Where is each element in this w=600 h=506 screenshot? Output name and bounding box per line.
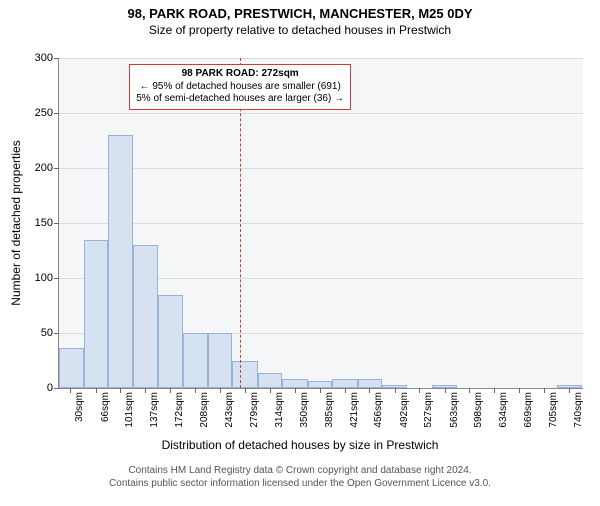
annotation-line1: ← 95% of detached houses are smaller (69… — [136, 81, 344, 94]
x-tick-label: 137sqm — [149, 392, 160, 428]
footer-attribution: Contains HM Land Registry data © Crown c… — [0, 464, 600, 490]
histogram-bar — [332, 379, 357, 388]
histogram-bar — [84, 240, 109, 389]
chart-title: 98, PARK ROAD, PRESTWICH, MANCHESTER, M2… — [0, 6, 600, 21]
x-tick-mark — [270, 388, 271, 393]
x-tick-label: 705sqm — [548, 392, 559, 428]
x-tick-label: 172sqm — [174, 392, 185, 428]
x-tick-label: 66sqm — [100, 392, 111, 422]
x-tick-label: 350sqm — [299, 392, 310, 428]
gridline — [59, 113, 583, 114]
footer-line1: Contains HM Land Registry data © Crown c… — [0, 464, 600, 477]
y-tick-label: 200 — [35, 162, 59, 174]
x-axis-label: Distribution of detached houses by size … — [0, 438, 600, 452]
histogram-bar — [59, 348, 84, 388]
x-tick-mark — [395, 388, 396, 393]
x-tick-mark — [170, 388, 171, 393]
x-tick-label: 208sqm — [199, 392, 210, 428]
annotation-box: 98 PARK ROAD: 272sqm← 95% of detached ho… — [129, 64, 351, 110]
histogram-bar — [158, 295, 183, 389]
x-tick-label: 598sqm — [473, 392, 484, 428]
footer-line2: Contains public sector information licen… — [0, 477, 600, 490]
histogram-bar — [232, 361, 257, 389]
x-tick-mark — [494, 388, 495, 393]
x-tick-mark — [145, 388, 146, 393]
x-tick-label: 527sqm — [423, 392, 434, 428]
y-tick-label: 50 — [41, 327, 59, 339]
y-tick-label: 0 — [47, 382, 59, 394]
annotation-title: 98 PARK ROAD: 272sqm — [136, 68, 344, 81]
histogram-bar — [282, 379, 307, 388]
x-tick-label: 634sqm — [498, 392, 509, 428]
x-tick-label: 314sqm — [274, 392, 285, 428]
plot-area: 05010015020025030030sqm66sqm101sqm137sqm… — [58, 58, 583, 389]
y-tick-label: 250 — [35, 107, 59, 119]
x-tick-mark — [320, 388, 321, 393]
x-tick-label: 30sqm — [74, 392, 85, 422]
x-tick-label: 385sqm — [324, 392, 335, 428]
x-tick-mark — [544, 388, 545, 393]
x-tick-label: 243sqm — [224, 392, 235, 428]
x-tick-label: 456sqm — [373, 392, 384, 428]
x-tick-label: 101sqm — [124, 392, 135, 428]
histogram-bar — [108, 135, 133, 388]
x-tick-mark — [369, 388, 370, 393]
x-tick-mark — [445, 388, 446, 393]
x-tick-mark — [519, 388, 520, 393]
x-tick-label: 563sqm — [449, 392, 460, 428]
histogram-bar — [308, 381, 333, 388]
x-tick-mark — [569, 388, 570, 393]
x-tick-mark — [245, 388, 246, 393]
gridline — [59, 168, 583, 169]
x-tick-mark — [120, 388, 121, 393]
chart-container: 98, PARK ROAD, PRESTWICH, MANCHESTER, M2… — [0, 6, 600, 506]
annotation-line2: 5% of semi-detached houses are larger (3… — [136, 93, 344, 106]
x-tick-mark — [220, 388, 221, 393]
x-tick-mark — [419, 388, 420, 393]
x-tick-label: 492sqm — [399, 392, 410, 428]
gridline — [59, 223, 583, 224]
histogram-bar — [358, 379, 383, 388]
x-tick-label: 279sqm — [249, 392, 260, 428]
histogram-bar — [258, 373, 283, 388]
histogram-bar — [133, 245, 158, 388]
y-axis-label: Number of detached properties — [9, 140, 23, 305]
x-tick-mark — [345, 388, 346, 393]
x-tick-mark — [295, 388, 296, 393]
x-tick-mark — [96, 388, 97, 393]
y-tick-label: 150 — [35, 217, 59, 229]
x-tick-label: 740sqm — [573, 392, 584, 428]
y-tick-label: 100 — [35, 272, 59, 284]
histogram-bar — [183, 333, 208, 388]
histogram-bar — [208, 333, 233, 388]
chart-subtitle: Size of property relative to detached ho… — [0, 23, 600, 37]
x-tick-mark — [195, 388, 196, 393]
x-tick-mark — [469, 388, 470, 393]
y-tick-label: 300 — [35, 52, 59, 64]
x-tick-mark — [70, 388, 71, 393]
gridline — [59, 58, 583, 59]
x-tick-label: 421sqm — [349, 392, 360, 428]
x-tick-label: 669sqm — [523, 392, 534, 428]
